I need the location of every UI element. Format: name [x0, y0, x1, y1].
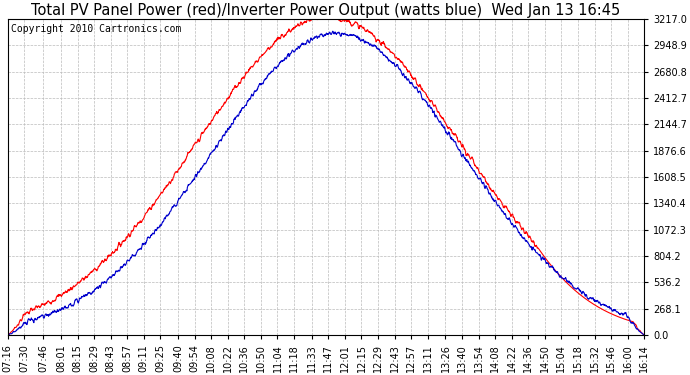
- Title: Total PV Panel Power (red)/Inverter Power Output (watts blue)  Wed Jan 13 16:45: Total PV Panel Power (red)/Inverter Powe…: [31, 3, 620, 18]
- Text: Copyright 2010 Cartronics.com: Copyright 2010 Cartronics.com: [11, 24, 181, 34]
